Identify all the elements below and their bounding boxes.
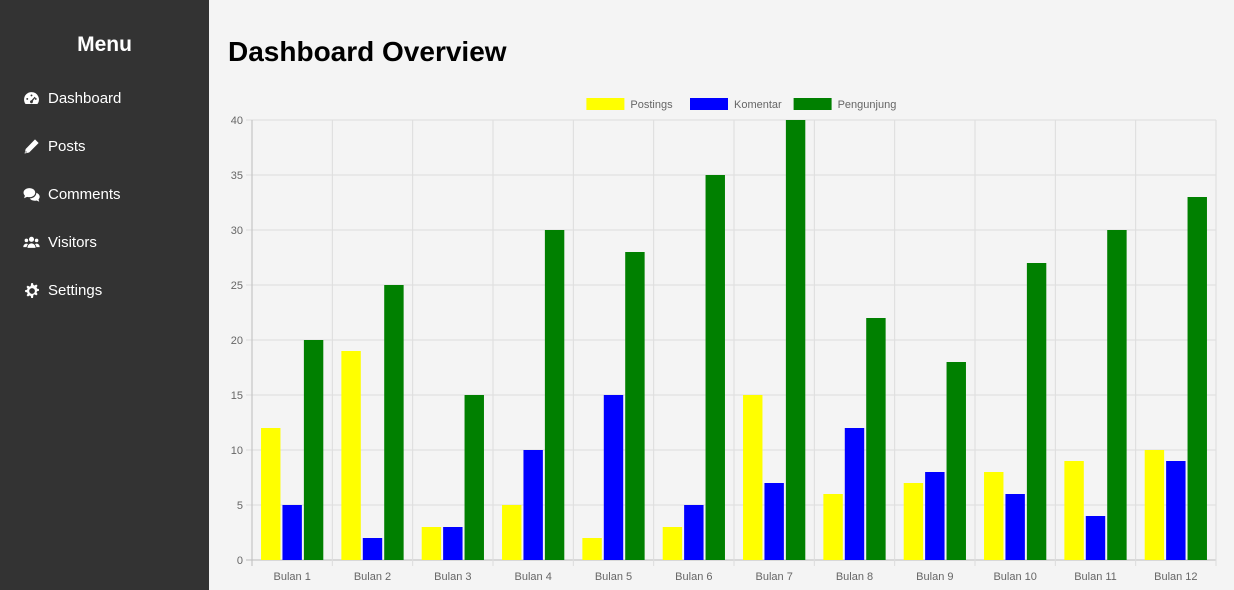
bar-pengunjung-9 <box>946 362 966 560</box>
sidebar-item-label: Posts <box>48 137 86 155</box>
bar-postings-12 <box>1144 450 1165 560</box>
y-tick-label: 35 <box>231 170 243 182</box>
legend-swatch-komentar <box>690 98 728 110</box>
bar-postings-4 <box>502 505 522 560</box>
gauge-icon <box>22 89 40 107</box>
users-icon <box>22 233 40 251</box>
bar-komentar-4 <box>523 450 543 560</box>
bar-postings-8 <box>823 494 843 560</box>
y-tick-label: 10 <box>231 445 243 457</box>
bar-komentar-2 <box>362 538 383 560</box>
y-tick-label: 0 <box>237 555 243 567</box>
y-tick-label: 40 <box>231 115 243 127</box>
bar-komentar-12 <box>1166 461 1186 560</box>
bar-pengunjung-6 <box>705 175 725 560</box>
legend-label-postings: Postings <box>630 99 673 111</box>
legend-label-komentar: Komentar <box>734 99 782 111</box>
sidebar-item-label: Settings <box>48 281 103 299</box>
bar-komentar-5 <box>603 395 624 560</box>
bar-postings-11 <box>1064 461 1084 560</box>
sidebar-item-comments[interactable]: Comments <box>0 170 209 218</box>
legend-swatch-pengunjung <box>793 98 832 110</box>
legend-label-pengunjung: Pengunjung <box>838 99 897 111</box>
bar-chart: 0 5 10 15 20 25 30 35 40 Bulan 1 Bulan 2 Bulan 3 Bul… <box>231 98 1217 583</box>
x-tick-label: Bulan 5 <box>595 571 632 583</box>
sidebar-item-visitors[interactable]: Visitors <box>0 218 209 266</box>
bar-postings-10 <box>984 472 1004 560</box>
bar-pengunjung-4 <box>544 230 565 560</box>
sidebar-title: Menu <box>77 33 132 56</box>
x-tick-label: Bulan 11 <box>1074 571 1117 583</box>
sidebar-menu: Dashboard Posts Comments Visitors Settin… <box>0 74 209 314</box>
bar-postings-3 <box>421 527 442 560</box>
sidebar-item-label: Dashboard <box>48 89 122 107</box>
bar-pengunjung-5 <box>625 252 645 560</box>
bar-pengunjung-12 <box>1187 197 1207 560</box>
bar-komentar-1 <box>282 505 302 560</box>
y-tick-label: 5 <box>237 500 243 512</box>
x-tick-label: Bulan 8 <box>836 571 873 583</box>
gear-icon <box>22 281 40 299</box>
x-tick-label: Bulan 12 <box>1154 571 1197 583</box>
bar-pengunjung-2 <box>384 285 404 560</box>
bar-komentar-8 <box>844 428 865 560</box>
x-tick-label: Bulan 7 <box>756 571 793 583</box>
bar-pengunjung-10 <box>1026 263 1047 560</box>
main-content: 0 5 10 15 20 25 30 35 40 Bulan 1 Bulan 2 Bulan 3 Bul… <box>209 0 1234 590</box>
y-tick-label: 15 <box>231 390 243 402</box>
bar-pengunjung-3 <box>464 395 484 560</box>
y-tick-label: 30 <box>231 225 243 237</box>
bar-pengunjung-1 <box>303 340 324 560</box>
bar-postings-9 <box>903 483 924 560</box>
bar-postings-7 <box>743 395 763 560</box>
sidebar-item-dashboard[interactable]: Dashboard <box>0 74 209 122</box>
legend-swatch-postings <box>586 98 625 110</box>
bar-komentar-6 <box>684 505 704 560</box>
bar-komentar-7 <box>764 483 784 560</box>
y-tick-label: 25 <box>231 280 243 292</box>
x-tick-label: Bulan 9 <box>916 571 953 583</box>
x-tick-label: Bulan 10 <box>993 571 1036 583</box>
bar-postings-1 <box>261 428 281 560</box>
x-tick-label: Bulan 6 <box>675 571 712 583</box>
sidebar-item-settings[interactable]: Settings <box>0 266 209 314</box>
pencil-icon <box>22 137 40 155</box>
bar-postings-5 <box>582 538 602 560</box>
bar-pengunjung-11 <box>1107 230 1127 560</box>
bar-komentar-11 <box>1085 516 1106 560</box>
sidebar: Menu Dashboard Posts Comments Visitors <box>0 0 209 590</box>
bar-postings-2 <box>341 351 361 560</box>
bar-komentar-3 <box>443 527 463 560</box>
sidebar-item-label: Comments <box>48 185 121 203</box>
x-tick-label: Bulan 2 <box>354 571 391 583</box>
sidebar-item-posts[interactable]: Posts <box>0 122 209 170</box>
bar-pengunjung-8 <box>866 318 886 560</box>
bar-komentar-10 <box>1005 494 1025 560</box>
comments-icon <box>22 185 40 203</box>
bar-pengunjung-7 <box>785 120 806 560</box>
bar-postings-6 <box>662 527 683 560</box>
page-title: Dashboard Overview <box>228 36 507 67</box>
x-tick-label: Bulan 1 <box>274 571 311 583</box>
y-tick-label: 20 <box>231 335 243 347</box>
x-tick-label: Bulan 3 <box>434 571 471 583</box>
x-tick-label: Bulan 4 <box>515 571 552 583</box>
bar-komentar-9 <box>925 472 945 560</box>
sidebar-item-label: Visitors <box>48 233 97 251</box>
